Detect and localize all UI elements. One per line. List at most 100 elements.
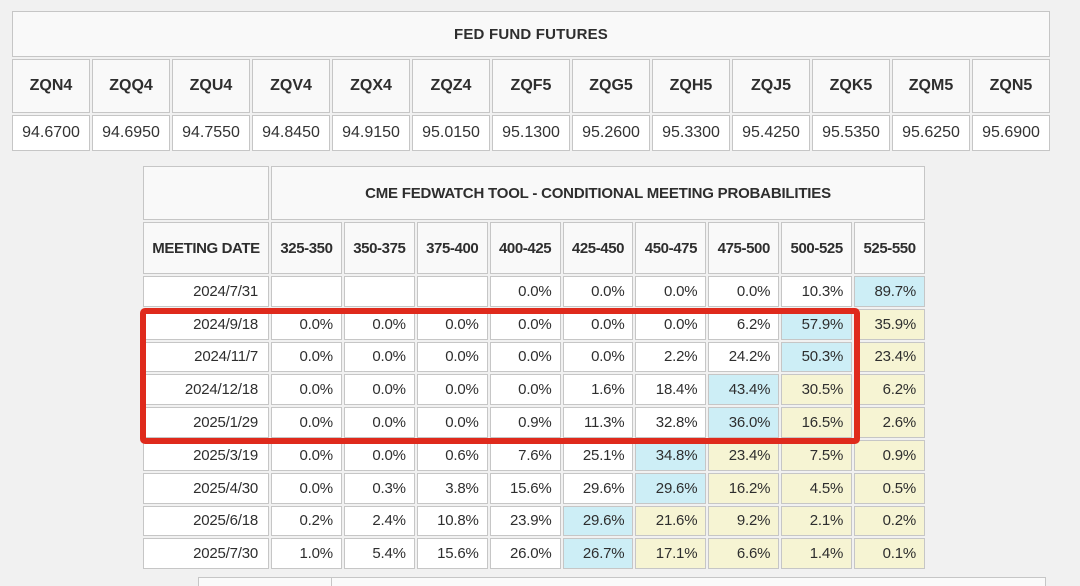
probability-cell: 5.4% xyxy=(343,538,415,570)
fedwatch-table-title: CME FEDWATCH TOOL - CONDITIONAL MEETING … xyxy=(271,166,925,220)
futures-symbol-header: ZQN4 xyxy=(12,59,90,113)
futures-price-cell: 94.6950 xyxy=(92,115,170,151)
rate-range-header: 450-475 xyxy=(635,222,707,274)
probability-cell: 0.0% xyxy=(489,341,561,373)
probability-cell: 18.4% xyxy=(635,374,707,406)
rate-range-header: 500-525 xyxy=(781,222,853,274)
probability-cell: 89.7% xyxy=(854,276,926,307)
probability-cell: 10.8% xyxy=(416,505,488,537)
probability-cell: 4.5% xyxy=(781,472,853,504)
rate-range-header: 325-350 xyxy=(271,222,342,274)
fedwatch-probabilities-table: CME FEDWATCH TOOL - CONDITIONAL MEETING … xyxy=(143,166,926,570)
futures-symbol-header: ZQK5 xyxy=(812,59,890,113)
probability-cell: 10.3% xyxy=(781,276,853,307)
fedwatch-header-row: MEETING DATE 325-350 350-375 375-400 400-42… xyxy=(143,222,926,274)
meeting-row: 2025/7/30 1.0% 5.4% 15.6% 26.0% 26.7% 17.1% 6.6… xyxy=(143,538,926,570)
futures-title-row: FED FUND FUTURES xyxy=(12,11,1050,57)
probability-cell: 0.9% xyxy=(489,407,561,438)
probability-cell: 6.2% xyxy=(708,308,780,340)
probability-cell: 6.6% xyxy=(708,538,780,570)
partial-table-divider xyxy=(331,578,332,586)
meeting-row: 2024/9/18 0.0% 0.0% 0.0% 0.0% 0.0% 0.0% 6.2% 57.… xyxy=(143,308,926,340)
probability-cell: 1.4% xyxy=(781,538,853,570)
probability-cell: 0.6% xyxy=(416,439,488,471)
futures-symbol-header: ZQU4 xyxy=(172,59,250,113)
probability-cell: 0.0% xyxy=(271,472,342,504)
rate-range-header: 425-450 xyxy=(562,222,634,274)
meeting-date-cell: 2024/7/31 xyxy=(143,276,269,307)
probability-cell: 0.0% xyxy=(271,374,342,406)
probability-cell: 32.8% xyxy=(635,407,707,438)
meeting-date-cell: 2025/3/19 xyxy=(143,439,269,471)
probability-cell xyxy=(416,276,488,307)
probability-cell: 0.0% xyxy=(416,407,488,438)
rate-range-header: 525-550 xyxy=(854,222,926,274)
futures-price-cell: 95.6900 xyxy=(972,115,1050,151)
probability-cell: 2.4% xyxy=(343,505,415,537)
futures-price-cell: 94.7550 xyxy=(172,115,250,151)
meeting-date-column-header: MEETING DATE xyxy=(143,222,269,274)
probability-cell: 0.0% xyxy=(343,407,415,438)
futures-symbol-header: ZQX4 xyxy=(332,59,410,113)
probability-cell: 26.0% xyxy=(489,538,561,570)
probability-cell: 0.0% xyxy=(635,276,707,307)
probability-cell: 0.0% xyxy=(343,439,415,471)
probability-cell xyxy=(271,276,342,307)
probability-cell: 16.5% xyxy=(781,407,853,438)
futures-symbol-header-row: ZQN4 ZQQ4 ZQU4 ZQV4 ZQX4 ZQZ4 ZQF5 ZQG5 ZQH5 ZQJ5… xyxy=(12,59,1050,113)
futures-price-row: 94.6700 94.6950 94.7550 94.8450 94.9150 95.01… xyxy=(12,115,1050,151)
probability-cell: 29.6% xyxy=(562,505,634,537)
probability-cell: 0.0% xyxy=(343,308,415,340)
meeting-date-cell: 2025/6/18 xyxy=(143,505,269,537)
futures-table-title: FED FUND FUTURES xyxy=(12,11,1050,57)
probability-cell: 0.0% xyxy=(635,308,707,340)
futures-symbol-header: ZQG5 xyxy=(572,59,650,113)
rate-range-header: 375-400 xyxy=(416,222,488,274)
futures-price-cell: 95.2600 xyxy=(572,115,650,151)
futures-price-cell: 95.0150 xyxy=(412,115,490,151)
probability-cell: 6.2% xyxy=(854,374,926,406)
futures-symbol-header: ZQN5 xyxy=(972,59,1050,113)
futures-symbol-header: ZQM5 xyxy=(892,59,970,113)
probability-cell: 0.0% xyxy=(271,407,342,438)
futures-price-cell: 94.8450 xyxy=(252,115,330,151)
futures-symbol-header: ZQZ4 xyxy=(412,59,490,113)
meeting-row: 2025/3/19 0.0% 0.0% 0.6% 7.6% 25.1% 34.8% 23.4%… xyxy=(143,439,926,471)
meeting-row: 2024/11/7 0.0% 0.0% 0.0% 0.0% 0.0% 2.2% 24.2% 50… xyxy=(143,341,926,373)
probability-cell: 29.6% xyxy=(635,472,707,504)
futures-price-cell: 95.6250 xyxy=(892,115,970,151)
probability-cell: 24.2% xyxy=(708,341,780,373)
futures-price-cell: 95.1300 xyxy=(492,115,570,151)
probability-cell: 34.8% xyxy=(635,439,707,471)
meeting-row: 2024/7/31 0.0% 0.0% 0.0% 0.0% 10.3% 89.7% xyxy=(143,276,926,307)
probability-cell: 0.0% xyxy=(343,374,415,406)
probability-cell: 0.0% xyxy=(489,374,561,406)
probability-cell: 16.2% xyxy=(708,472,780,504)
futures-price-cell: 95.3300 xyxy=(652,115,730,151)
probability-cell: 0.0% xyxy=(343,341,415,373)
probability-cell: 9.2% xyxy=(708,505,780,537)
probability-cell: 15.6% xyxy=(416,538,488,570)
probability-cell: 0.5% xyxy=(854,472,926,504)
meeting-row: 2025/4/30 0.0% 0.3% 3.8% 15.6% 29.6% 29.6% 16.2… xyxy=(143,472,926,504)
futures-price-cell: 95.4250 xyxy=(732,115,810,151)
meeting-date-cell: 2025/1/29 xyxy=(143,407,269,438)
probability-cell: 2.1% xyxy=(781,505,853,537)
probability-cell: 0.0% xyxy=(416,374,488,406)
probability-cell xyxy=(343,276,415,307)
rate-range-headers: 325-350 350-375 375-400 400-425 425-450 450-4… xyxy=(271,222,926,274)
probability-cell: 2.2% xyxy=(635,341,707,373)
rate-range-header: 475-500 xyxy=(708,222,780,274)
probability-cell: 1.0% xyxy=(271,538,342,570)
probability-cell: 1.6% xyxy=(562,374,634,406)
probability-cell: 35.9% xyxy=(854,308,926,340)
probability-cell: 0.0% xyxy=(416,341,488,373)
probability-cell: 0.0% xyxy=(489,276,561,307)
probability-cell: 0.1% xyxy=(854,538,926,570)
probability-cell: 0.2% xyxy=(854,505,926,537)
rate-range-header: 400-425 xyxy=(489,222,561,274)
meeting-date-cell: 2025/7/30 xyxy=(143,538,269,570)
probability-cell: 57.9% xyxy=(781,308,853,340)
probability-cell: 11.3% xyxy=(562,407,634,438)
probability-cell: 0.0% xyxy=(271,439,342,471)
